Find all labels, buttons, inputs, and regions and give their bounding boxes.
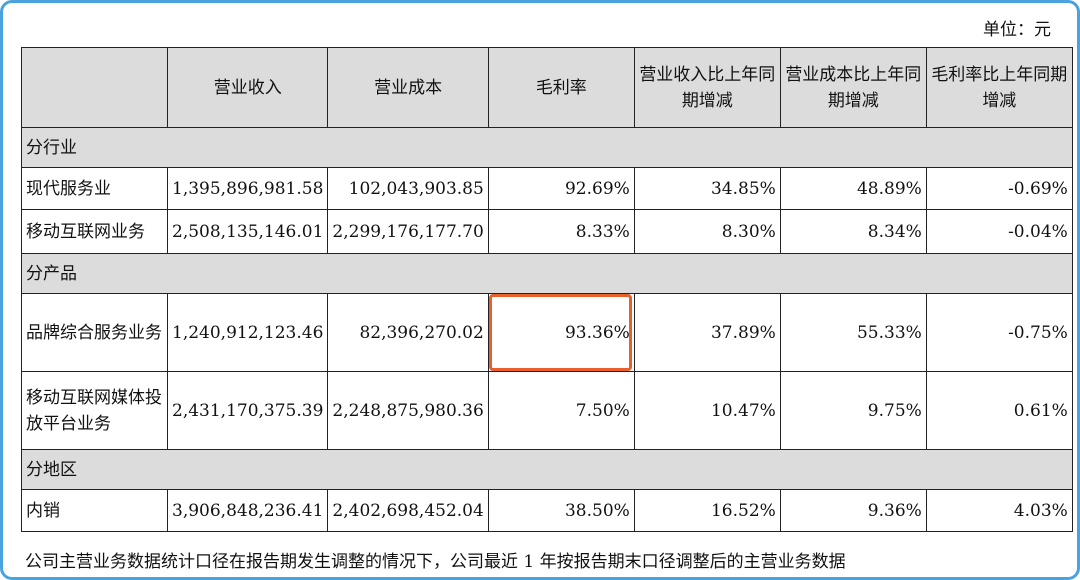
revenue-cell: 1,240,912,123.46 (166, 293, 329, 372)
section-row: 分行业 (21, 127, 1073, 168)
revenue-cell: 1,395,896,981.58 (166, 167, 329, 210)
revenue-change-cell: 34.85% (633, 167, 781, 210)
header-cost-change: 营业成本比上年同期增减 (779, 47, 927, 128)
cost-cell: 2,299,176,177.70 (327, 209, 489, 254)
margin-change-cell: 4.03% (925, 489, 1073, 532)
footnote: 公司主营业务数据统计口径在报告期发生调整的情况下，公司最近 1 年按报告期末口径… (25, 552, 846, 572)
revenue-change-cell: 37.89% (633, 293, 781, 372)
main-business-table: 营业收入 营业成本 毛利率 营业收入比上年同期增减 营业成本比上年同期增减 毛利… (21, 47, 1073, 532)
header-row: 营业收入 营业成本 毛利率 营业收入比上年同期增减 营业成本比上年同期增减 毛利… (21, 47, 1073, 128)
revenue-change-cell: 10.47% (633, 371, 781, 450)
row-name: 现代服务业 (21, 167, 168, 210)
revenue-cell: 2,431,170,375.39 (166, 371, 329, 450)
revenue-change-cell: 16.52% (633, 489, 781, 532)
cost-change-cell: 48.89% (779, 167, 927, 210)
header-margin: 毛利率 (487, 47, 635, 128)
table-row: 内销 3,906,848,236.41 2,402,698,452.04 38.… (21, 489, 1073, 532)
table-row: 现代服务业 1,395,896,981.58 102,043,903.85 92… (21, 167, 1073, 210)
revenue-cell: 3,906,848,236.41 (166, 489, 329, 532)
row-name: 移动互联网业务 (21, 209, 168, 254)
margin-cell: 8.33% (487, 209, 635, 254)
table-row: 移动互联网媒体投放平台业务 2,431,170,375.39 2,248,875… (21, 371, 1073, 450)
section-title-region: 分地区 (21, 449, 1073, 490)
header-empty (21, 47, 168, 128)
header-margin-change: 毛利率比上年同期增减 (925, 47, 1073, 128)
row-name: 品牌综合服务业务 (21, 293, 168, 372)
cost-change-cell: 8.34% (779, 209, 927, 254)
cost-change-cell: 55.33% (779, 293, 927, 372)
header-cost: 营业成本 (327, 47, 489, 128)
row-name: 内销 (21, 489, 168, 532)
margin-value: 93.36% (564, 322, 630, 343)
margin-change-cell: -0.75% (925, 293, 1073, 372)
margin-change-cell: -0.69% (925, 167, 1073, 210)
cost-cell: 82,396,270.02 (327, 293, 489, 372)
margin-cell-highlighted: 93.36% (487, 293, 635, 372)
table-row: 品牌综合服务业务 1,240,912,123.46 82,396,270.02 … (21, 293, 1073, 372)
unit-label: 单位：元 (983, 20, 1051, 40)
margin-cell: 38.50% (487, 489, 635, 532)
table-row: 移动互联网业务 2,508,135,146.01 2,299,176,177.7… (21, 209, 1073, 254)
margin-cell: 92.69% (487, 167, 635, 210)
revenue-cell: 2,508,135,146.01 (166, 209, 329, 254)
header-revenue-change: 营业收入比上年同期增减 (633, 47, 781, 128)
section-row: 分地区 (21, 449, 1073, 490)
margin-change-cell: 0.61% (925, 371, 1073, 450)
margin-change-cell: -0.04% (925, 209, 1073, 254)
margin-cell: 7.50% (487, 371, 635, 450)
cost-cell: 2,402,698,452.04 (327, 489, 489, 532)
cost-cell: 102,043,903.85 (327, 167, 489, 210)
section-title-product: 分产品 (21, 253, 1073, 294)
cost-change-cell: 9.36% (779, 489, 927, 532)
cost-change-cell: 9.75% (779, 371, 927, 450)
row-name: 移动互联网媒体投放平台业务 (21, 371, 168, 450)
header-revenue: 营业收入 (166, 47, 329, 128)
section-row: 分产品 (21, 253, 1073, 294)
revenue-change-cell: 8.30% (633, 209, 781, 254)
cost-cell: 2,248,875,980.36 (327, 371, 489, 450)
section-title-industry: 分行业 (21, 127, 1073, 168)
